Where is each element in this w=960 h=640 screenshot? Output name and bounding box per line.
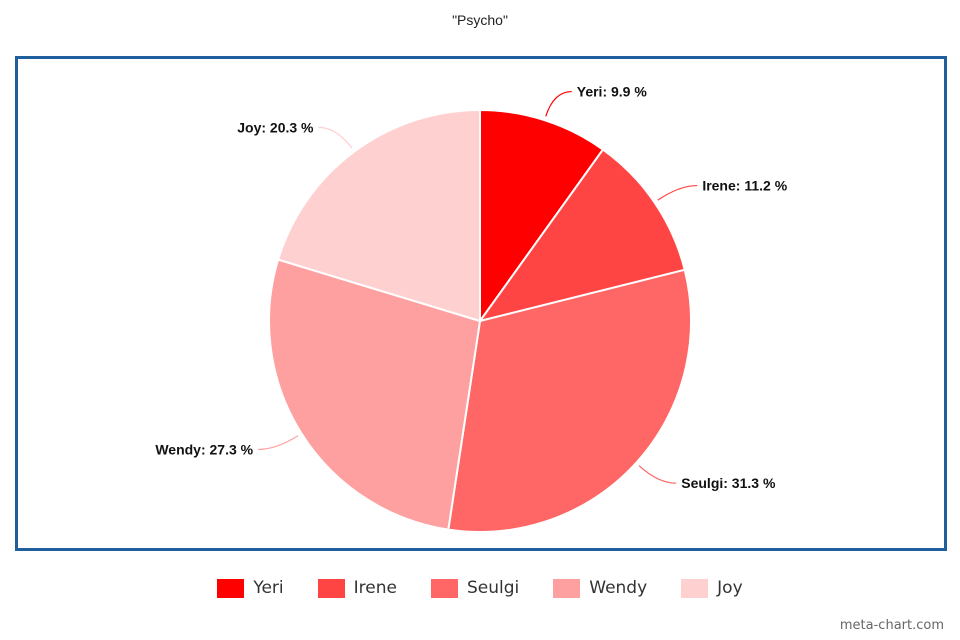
chart-title: "Psycho"	[452, 12, 508, 28]
legend-swatch-seulgi	[430, 578, 458, 598]
chart-legend: Yeri Irene Seulgi Wendy Joy	[0, 578, 960, 598]
legend-label-irene: Irene	[353, 578, 397, 598]
pie-slice-joy	[276, 108, 481, 323]
legend-label-yeri: Yeri	[253, 578, 284, 598]
slice-label-wendy: Wendy: 27.3 %	[155, 441, 253, 457]
legend-label-joy: Joy	[717, 578, 743, 598]
leader-line-wendy	[258, 435, 299, 451]
leader-line-yeri	[545, 90, 572, 117]
leader-line-joy	[318, 126, 353, 149]
legend-swatch-yeri	[217, 578, 245, 598]
pie-slice-wendy	[268, 258, 482, 531]
leader-line-seulgi	[638, 465, 677, 484]
slice-label-seulgi: Seulgi: 31.3 %	[681, 475, 776, 491]
pie-slice-yeri	[479, 108, 605, 325]
slice-label-irene: Irene: 11.2 %	[702, 178, 787, 194]
chart-frame	[15, 56, 947, 551]
pie-slice-irene	[477, 148, 686, 323]
watermark-text: meta-chart.com	[839, 618, 944, 633]
legend-label-wendy: Wendy	[589, 578, 648, 598]
slice-label-joy: Joy: 20.3 %	[237, 119, 314, 135]
pie-slice-seulgi	[447, 268, 692, 533]
legend-label-seulgi: Seulgi	[466, 578, 520, 598]
leader-line-irene	[657, 184, 698, 201]
legend-item-seulgi[interactable]: Seulgi	[430, 578, 520, 598]
legend-item-joy[interactable]: Joy	[681, 578, 743, 598]
legend-swatch-joy	[681, 578, 709, 598]
legend-item-wendy[interactable]: Wendy	[553, 578, 647, 598]
slice-label-yeri: Yeri: 9.9 %	[577, 84, 648, 100]
legend-item-irene[interactable]: Irene	[317, 578, 397, 598]
legend-swatch-wendy	[553, 578, 581, 598]
legend-swatch-irene	[317, 578, 345, 598]
legend-item-yeri[interactable]: Yeri	[217, 578, 284, 598]
